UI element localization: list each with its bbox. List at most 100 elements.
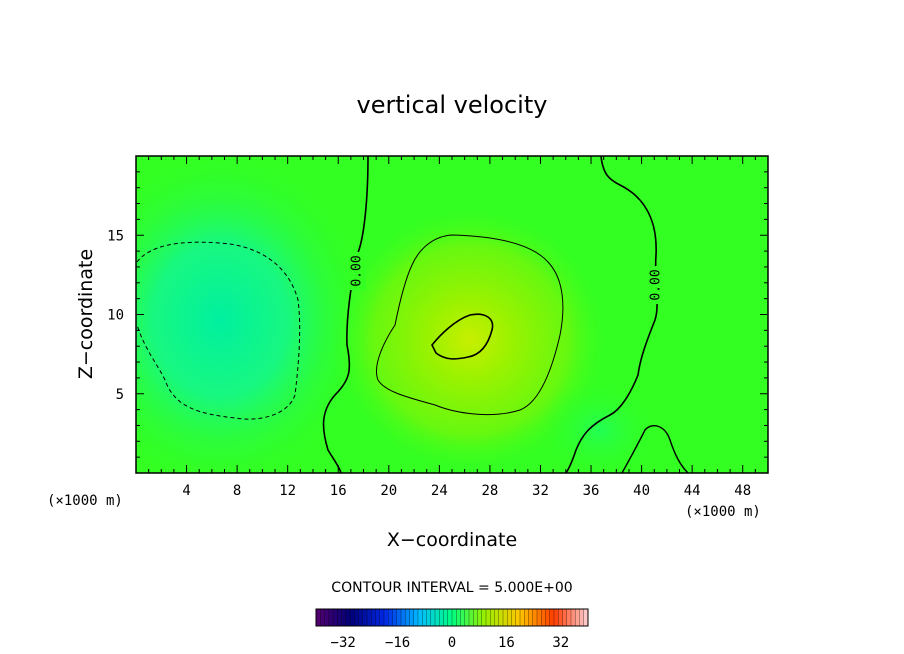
- x-tick-label: 4: [182, 483, 190, 499]
- colorbar-cell: [439, 609, 444, 626]
- colorbar-cell: [345, 609, 351, 626]
- colorbar-cell: [388, 609, 393, 626]
- x-tick-label: 40: [633, 483, 650, 499]
- x-axis-ticks: [148, 156, 756, 473]
- colorbar-cell: [571, 609, 576, 626]
- y-axis-ticks: [136, 171, 768, 458]
- y-tick-label: 15: [107, 228, 124, 244]
- contour-zero-left: [322, 156, 369, 473]
- colorbar-cell: [430, 609, 436, 626]
- colorbar-cell: [520, 609, 525, 626]
- colorbar-tick-labels: −32 −16 0 16 32: [331, 635, 570, 651]
- colorbar-cell: [358, 609, 364, 626]
- svg-text:0.00: 0.00: [350, 255, 365, 286]
- colorbar-cell: [422, 609, 427, 626]
- colorbar-cell: [537, 609, 542, 626]
- contour-pos-5: [376, 234, 564, 416]
- colorbar-cell: [477, 609, 483, 626]
- x-tick-label: 8: [233, 483, 241, 499]
- colorbar-cell: [460, 609, 466, 626]
- colorbar-cell: [490, 609, 495, 626]
- x-tick-label: 12: [279, 483, 296, 499]
- colorbar-cell: [362, 609, 368, 626]
- x-tick-label: 24: [431, 483, 448, 499]
- colorbar-cell: [583, 609, 589, 626]
- colorbar-cell: [532, 609, 538, 626]
- colorbar-cell: [333, 609, 338, 626]
- colorbar-cell: [558, 609, 563, 626]
- contour-label-right: 0.00: [647, 266, 664, 304]
- feature-downdraft: [136, 156, 370, 473]
- x-tick-label: 20: [380, 483, 397, 499]
- colorbar-cell: [494, 609, 500, 626]
- x-unit-label: (×1000 m): [685, 504, 761, 520]
- y-unit-label: (×1000 m): [47, 493, 123, 509]
- colorbar-cell: [452, 609, 457, 626]
- colorbar-cell: [418, 609, 423, 626]
- colorbar-cell: [413, 609, 419, 626]
- colorbar-cell: [562, 609, 568, 626]
- x-axis-tick-labels: 4 8 12 16 20 24 28 32 36 40 44 48: [182, 483, 751, 499]
- colorbar-cell: [328, 609, 334, 626]
- colorbar-cell: [486, 609, 491, 626]
- colorbar-cell: [554, 609, 559, 626]
- colorbar-cell: [473, 609, 478, 626]
- colorbar-cell: [337, 609, 342, 626]
- colorbar-cell: [515, 609, 521, 626]
- field-shading: [136, 156, 768, 473]
- contour-neg-5: [136, 241, 301, 420]
- colorbar-cell: [341, 609, 347, 626]
- x-tick-label: 36: [583, 483, 600, 499]
- colorbar-cell: [426, 609, 432, 626]
- colorbar-cell: [354, 609, 359, 626]
- colorbar-cell: [456, 609, 461, 626]
- colorbar-cell: [401, 609, 406, 626]
- colorbar-cell: [524, 609, 529, 626]
- colorbar-tick-label: 32: [552, 635, 569, 651]
- contour-pos-10: [431, 313, 494, 360]
- colorbar-cell: [541, 609, 546, 626]
- colorbar-cell: [409, 609, 415, 626]
- y-tick-label: 10: [107, 308, 124, 324]
- colorbar-cell: [396, 609, 402, 626]
- colorbar-cell: [511, 609, 517, 626]
- colorbar-cell: [320, 609, 325, 626]
- colorbar-tick-label: −32: [331, 635, 356, 651]
- colorbar-cell: [324, 609, 330, 626]
- colorbar-cell: [464, 609, 470, 626]
- colorbar-cell: [566, 609, 572, 626]
- y-axis-label: Z−coordinate: [75, 249, 97, 379]
- colorbar-cell: [375, 609, 381, 626]
- colorbar-cell: [435, 609, 440, 626]
- colorbar-cell: [371, 609, 376, 626]
- colorbar-cell: [316, 609, 321, 626]
- colorbar-cell: [498, 609, 504, 626]
- colorbar-cell: [447, 609, 453, 626]
- colorbar-cell: [503, 609, 508, 626]
- y-tick-label: 5: [116, 387, 124, 403]
- contour-interval-text: CONTOUR INTERVAL = 5.000E+00: [331, 580, 572, 596]
- chart-title: vertical velocity: [357, 91, 548, 119]
- y-axis-tick-labels: 5 10 15: [107, 228, 124, 403]
- colorbar-tick-label: −16: [385, 635, 410, 651]
- feature-weak-down: [540, 380, 660, 473]
- contour-label-left: 0.00: [349, 252, 366, 290]
- colorbar-cell: [405, 609, 410, 626]
- colorbar-cell: [579, 609, 585, 626]
- colorbar-cell: [379, 609, 385, 626]
- colorbar-cell: [350, 609, 355, 626]
- colorbar-cell: [545, 609, 551, 626]
- colorbar-cell: [528, 609, 534, 626]
- colorbar-frame: [315, 608, 589, 627]
- feature-updraft: [330, 205, 610, 473]
- x-tick-label: 28: [481, 483, 498, 499]
- colorbar-cell: [507, 609, 512, 626]
- colorbar-cell: [481, 609, 487, 626]
- x-tick-label: 32: [532, 483, 549, 499]
- colorbar-cell: [384, 609, 389, 626]
- colorbar-cell: [443, 609, 449, 626]
- x-axis-label: X−coordinate: [387, 529, 517, 551]
- colorbar-cell: [367, 609, 372, 626]
- colorbar-tick-label: 0: [448, 635, 456, 651]
